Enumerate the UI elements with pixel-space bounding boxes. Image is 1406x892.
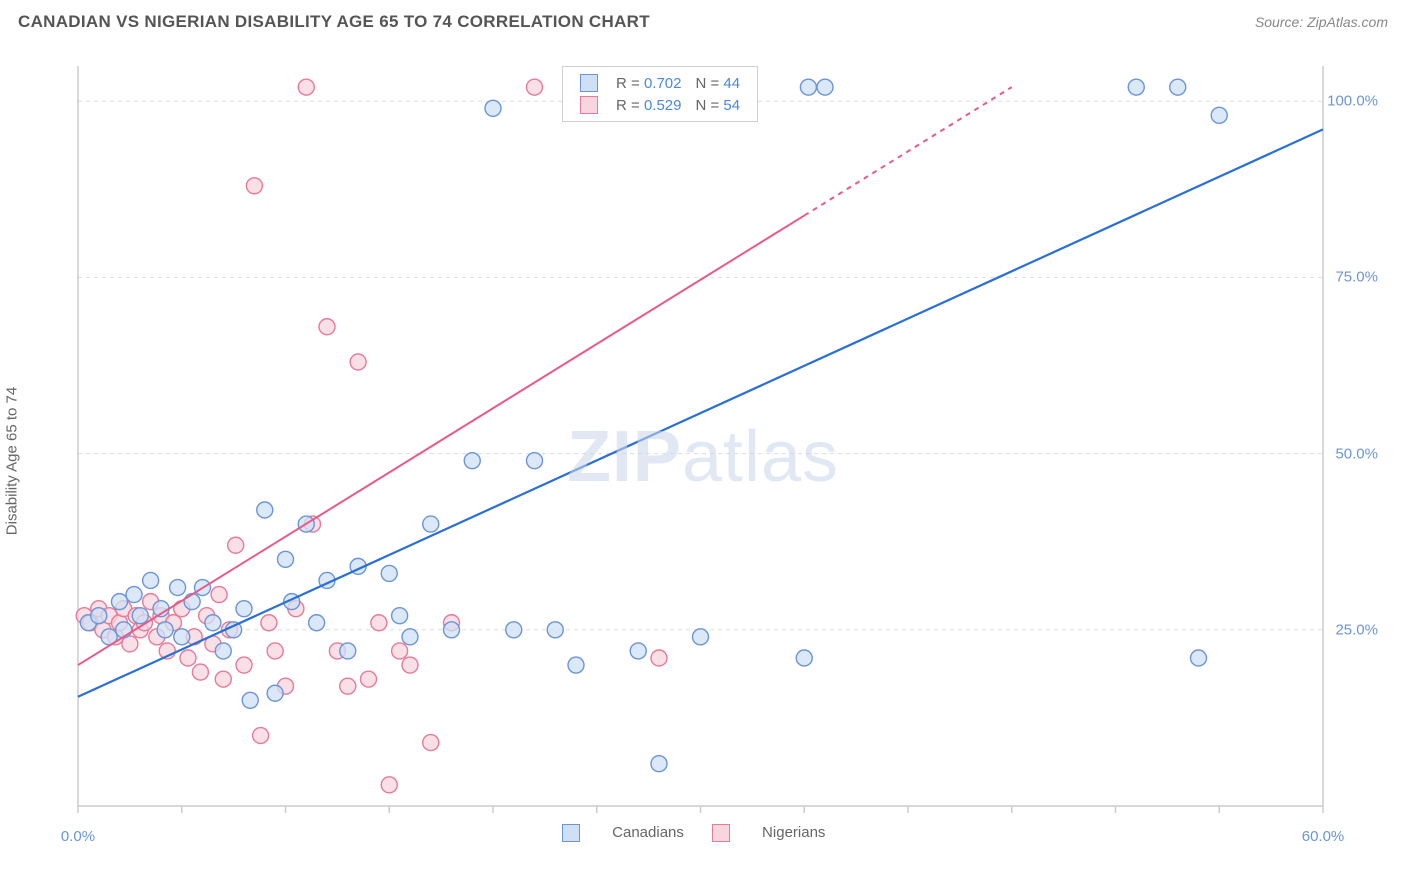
y-tick-label: 25.0%: [1335, 621, 1378, 638]
chart-area: Disability Age 65 to 74 ZIPatlas R = 0.7…: [18, 48, 1388, 874]
scatter-plot: [18, 48, 1388, 874]
source-label: Source: ZipAtlas.com: [1255, 14, 1388, 30]
y-tick-label: 50.0%: [1335, 445, 1378, 462]
legend-item-nigerians: Nigerians: [712, 824, 826, 841]
y-tick-label: 75.0%: [1335, 269, 1378, 286]
series-legend: Canadians Nigerians: [562, 824, 853, 842]
correlation-legend: R = 0.702 N = 44 R = 0.529 N = 54: [562, 66, 758, 122]
y-tick-label: 100.0%: [1327, 93, 1378, 110]
legend-item-canadians: Canadians: [562, 824, 684, 841]
x-tick-label: 0.0%: [61, 828, 95, 845]
chart-title: CANADIAN VS NIGERIAN DISABILITY AGE 65 T…: [18, 12, 650, 32]
x-tick-label: 60.0%: [1302, 828, 1345, 845]
y-axis-label: Disability Age 65 to 74: [4, 387, 21, 535]
